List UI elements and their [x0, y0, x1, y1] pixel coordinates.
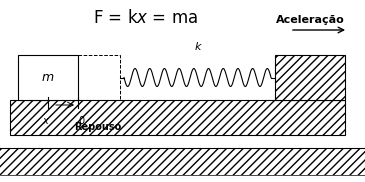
Bar — [78, 55, 120, 100]
Bar — [18, 55, 78, 100]
Text: F = k$x$ = ma: F = k$x$ = ma — [93, 9, 197, 27]
Text: Aceleração: Aceleração — [276, 15, 344, 25]
Text: x: x — [42, 116, 48, 126]
Text: 0: 0 — [78, 116, 84, 126]
Bar — [0, 148, 365, 175]
Bar — [10, 100, 345, 135]
Text: m: m — [42, 71, 54, 84]
Bar — [275, 55, 345, 100]
Text: Repouso: Repouso — [74, 122, 122, 132]
Text: k: k — [194, 42, 201, 52]
